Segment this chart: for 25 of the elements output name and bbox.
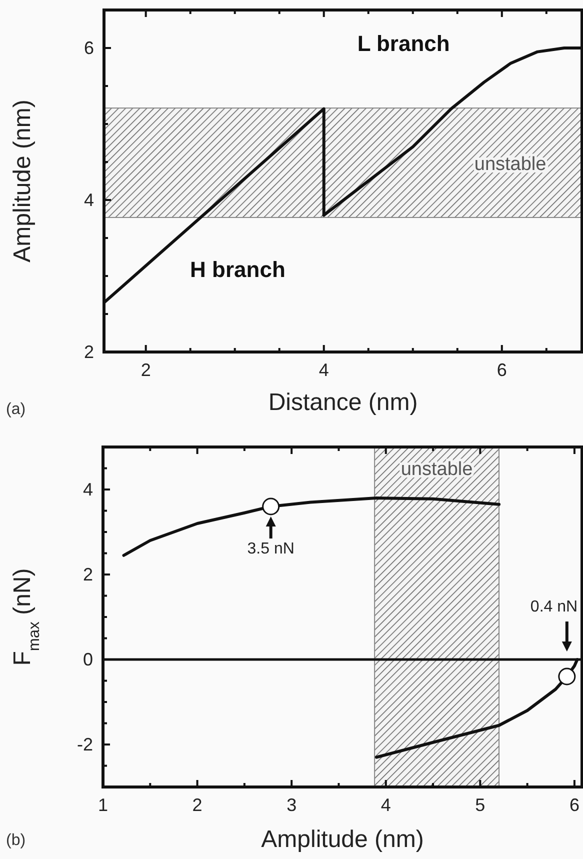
x-tick-label: 6 — [569, 795, 580, 815]
x-tick-label: 6 — [496, 360, 507, 380]
x-axis-title: Amplitude (nm) — [261, 826, 424, 853]
y-axis-title: Amplitude (nm) — [9, 100, 36, 262]
y-tick-label: 4 — [84, 190, 94, 210]
x-tick-label: 5 — [475, 795, 486, 815]
y-tick-label: 4 — [82, 480, 93, 500]
text: (b) — [6, 832, 26, 849]
x-tick-label: 4 — [318, 360, 329, 380]
legend-label: L branch — [357, 31, 450, 56]
y-tick-label: 0 — [82, 650, 93, 670]
x-tick-label: 2 — [192, 795, 202, 815]
x-tick-label: 1 — [98, 795, 108, 815]
y-tick-label: 2 — [84, 342, 94, 362]
series-label: H branch — [190, 256, 286, 282]
x-tick-label: 2 — [140, 360, 151, 380]
x-tick-label: 4 — [380, 795, 391, 815]
y-tick-label: 6 — [84, 38, 94, 58]
text: (a) — [6, 401, 26, 418]
x-tick-label: 3 — [286, 795, 297, 815]
y-tick-label: 2 — [82, 564, 93, 584]
annotation: 0.4 nN — [530, 598, 578, 616]
y-tick-label: -2 — [76, 734, 93, 754]
annotation: 3.5 nN — [247, 540, 294, 558]
x-axis-title: Distance (nm) — [268, 389, 418, 416]
